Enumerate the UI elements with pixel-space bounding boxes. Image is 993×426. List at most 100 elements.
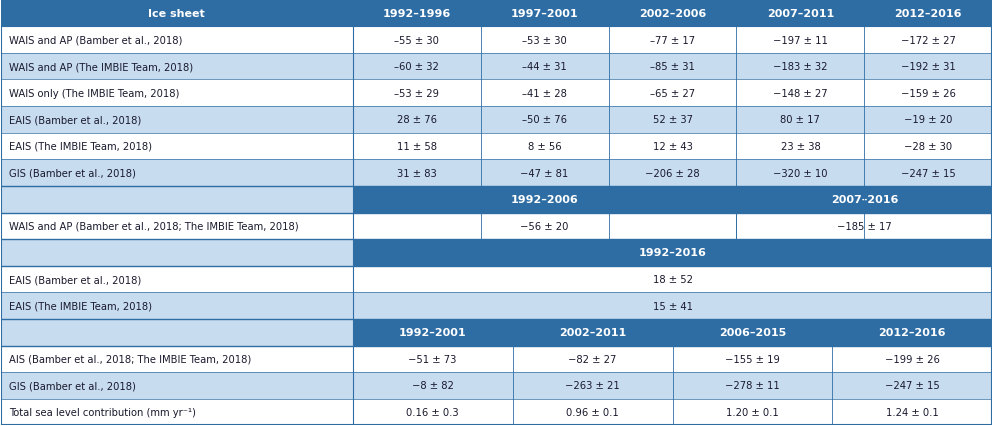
Bar (512, 372, 672, 399)
Text: 1997–2001: 1997–2001 (510, 9, 578, 19)
Text: EAIS (Bamber et al., 2018): EAIS (Bamber et al., 2018) (9, 115, 141, 125)
Text: 2012–2016: 2012–2016 (895, 9, 962, 19)
Text: –53 ± 30: –53 ± 30 (522, 35, 567, 46)
Text: EAIS (Bamber et al., 2018): EAIS (Bamber et al., 2018) (9, 274, 141, 284)
Text: −159 ± 26: −159 ± 26 (901, 89, 956, 98)
Text: WAIS and AP (Bamber et al., 2018): WAIS and AP (Bamber et al., 2018) (9, 35, 182, 46)
Text: −199 ± 26: −199 ± 26 (885, 354, 939, 364)
Bar (832, 319, 992, 345)
Bar (1, 133, 353, 160)
Bar (353, 27, 481, 54)
Text: 0.16 ± 0.3: 0.16 ± 0.3 (406, 407, 459, 417)
Text: −155 ± 19: −155 ± 19 (725, 354, 780, 364)
Bar (353, 81, 481, 107)
Bar (512, 399, 672, 425)
Text: 28 ± 76: 28 ± 76 (396, 115, 437, 125)
Text: Total sea level contribution (mm yr⁻¹): Total sea level contribution (mm yr⁻¹) (9, 407, 196, 417)
Text: −197 ± 11: −197 ± 11 (773, 35, 828, 46)
Bar (609, 81, 737, 107)
Text: 11 ± 58: 11 ± 58 (396, 142, 437, 152)
Text: EAIS (The IMBIE Team, 2018): EAIS (The IMBIE Team, 2018) (9, 142, 152, 152)
Text: −278 ± 11: −278 ± 11 (725, 380, 780, 391)
Text: −148 ± 27: −148 ± 27 (774, 89, 828, 98)
Bar (1, 399, 353, 425)
Bar (353, 54, 481, 81)
Bar (353, 133, 481, 160)
Text: 31 ± 83: 31 ± 83 (397, 168, 437, 178)
Bar (481, 107, 609, 133)
Bar (1, 81, 353, 107)
Bar (864, 133, 992, 160)
Bar (1, 213, 353, 239)
Text: –41 ± 28: –41 ± 28 (522, 89, 567, 98)
Text: 2007–2016: 2007–2016 (831, 195, 898, 205)
Text: 8 ± 56: 8 ± 56 (528, 142, 561, 152)
Text: 80 ± 17: 80 ± 17 (780, 115, 820, 125)
Bar (1, 239, 353, 266)
Text: −82 ± 27: −82 ± 27 (568, 354, 617, 364)
Bar (481, 81, 609, 107)
Bar (353, 187, 737, 213)
Bar (737, 1, 864, 27)
Bar (353, 293, 992, 319)
Bar (481, 160, 609, 187)
Bar (864, 160, 992, 187)
Bar (737, 160, 864, 187)
Text: −28 ± 30: −28 ± 30 (905, 142, 952, 152)
Text: AIS (Bamber et al., 2018; The IMBIE Team, 2018): AIS (Bamber et al., 2018; The IMBIE Team… (9, 354, 251, 364)
Text: –50 ± 76: –50 ± 76 (522, 115, 567, 125)
Bar (353, 1, 481, 27)
Bar (672, 345, 832, 372)
Bar (353, 399, 512, 425)
Bar (737, 107, 864, 133)
Text: –44 ± 31: –44 ± 31 (522, 62, 567, 72)
Bar (1, 1, 353, 27)
Text: 2006–2015: 2006–2015 (719, 328, 786, 337)
Bar (481, 27, 609, 54)
Text: –77 ± 17: –77 ± 17 (650, 35, 695, 46)
Text: 2012–2016: 2012–2016 (879, 328, 946, 337)
Bar (1, 372, 353, 399)
Text: −183 ± 32: −183 ± 32 (774, 62, 828, 72)
Text: 12 ± 43: 12 ± 43 (652, 142, 692, 152)
Text: –85 ± 31: –85 ± 31 (650, 62, 695, 72)
Text: –65 ± 27: –65 ± 27 (650, 89, 695, 98)
Bar (353, 319, 512, 345)
Text: –55 ± 30: –55 ± 30 (394, 35, 439, 46)
Bar (353, 345, 512, 372)
Bar (864, 107, 992, 133)
Bar (353, 160, 481, 187)
Text: –53 ± 29: –53 ± 29 (394, 89, 439, 98)
Bar (832, 345, 992, 372)
Bar (1, 319, 353, 345)
Text: WAIS and AP (Bamber et al., 2018; The IMBIE Team, 2018): WAIS and AP (Bamber et al., 2018; The IM… (9, 221, 298, 231)
Bar (353, 213, 737, 239)
Bar (1, 293, 353, 319)
Bar (609, 1, 737, 27)
Text: GIS (Bamber et al., 2018): GIS (Bamber et al., 2018) (9, 380, 135, 391)
Bar (864, 81, 992, 107)
Bar (737, 213, 992, 239)
Text: EAIS (The IMBIE Team, 2018): EAIS (The IMBIE Team, 2018) (9, 301, 152, 311)
Text: GIS (Bamber et al., 2018): GIS (Bamber et al., 2018) (9, 168, 135, 178)
Text: 1992–2001: 1992–2001 (399, 328, 467, 337)
Text: −51 ± 73: −51 ± 73 (408, 354, 457, 364)
Bar (1, 266, 353, 293)
Text: −47 ± 81: −47 ± 81 (520, 168, 569, 178)
Bar (737, 187, 992, 213)
Bar (353, 372, 512, 399)
Text: 2002–2011: 2002–2011 (559, 328, 627, 337)
Bar (353, 107, 481, 133)
Text: 1992–2006: 1992–2006 (510, 195, 579, 205)
Text: –60 ± 32: –60 ± 32 (394, 62, 439, 72)
Text: 52 ± 37: 52 ± 37 (652, 115, 692, 125)
Text: 1.24 ± 0.1: 1.24 ± 0.1 (886, 407, 938, 417)
Bar (864, 54, 992, 81)
Text: 23 ± 38: 23 ± 38 (780, 142, 820, 152)
Bar (832, 399, 992, 425)
Bar (737, 81, 864, 107)
Bar (481, 54, 609, 81)
Text: 0.96 ± 0.1: 0.96 ± 0.1 (566, 407, 619, 417)
Bar (737, 133, 864, 160)
Bar (1, 160, 353, 187)
